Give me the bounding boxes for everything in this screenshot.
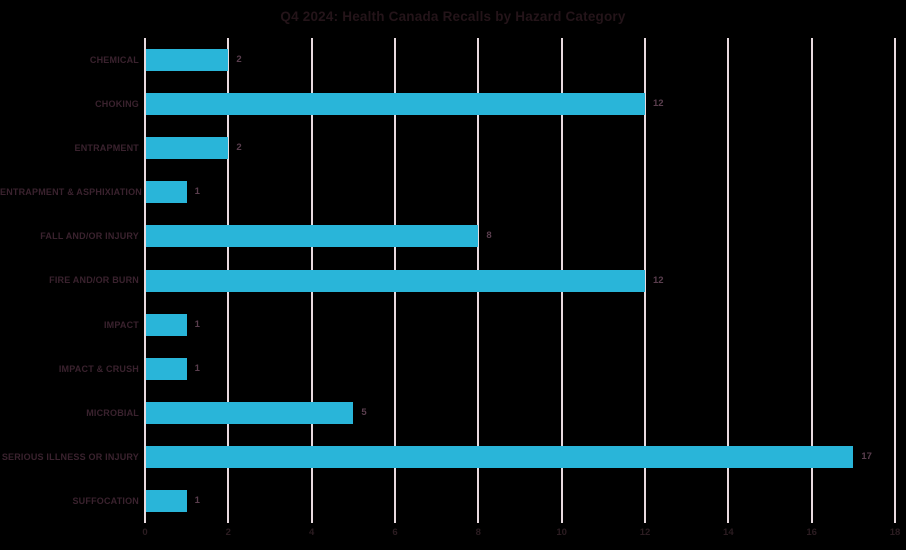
bar [146, 489, 187, 512]
bar [146, 93, 645, 116]
bar-value-label: 12 [653, 274, 664, 286]
category-label: SERIOUS ILLNESS OR INJURY [1, 451, 139, 462]
category-label: FIRE AND/OR BURN [49, 275, 139, 286]
bar [146, 137, 229, 160]
x-tick-label: 0 [142, 527, 148, 538]
category-label: CHEMICAL [89, 55, 139, 65]
bar-value-label: 1 [194, 186, 200, 198]
bar-value-label: 1 [194, 362, 200, 374]
chart-title: Q4 2024: Health Canada Recalls by Hazard… [280, 9, 626, 24]
category-label: SUFFOCATION [72, 495, 139, 506]
bar [146, 181, 187, 204]
y-axis-category-labels: CHEMICAL CHOKING ENTRAPMENT ENTRAPMENT & AS… [0, 38, 143, 523]
x-tick-label: 10 [556, 527, 567, 538]
bar-value-label: 2 [236, 142, 242, 154]
x-tick-label: 18 [889, 527, 901, 538]
bar-value-label: 2 [236, 54, 242, 66]
category-label: ENTRAPMENT [74, 143, 139, 154]
plot-area: 2 12 2 1 8 12 1 1 5 17 1 [144, 38, 896, 523]
bar-value-label: 1 [194, 494, 200, 506]
bar-value-label: 5 [361, 406, 367, 418]
gridline [894, 38, 896, 523]
gridline [810, 38, 813, 523]
bar [146, 49, 229, 72]
category-label: MICROBIAL [86, 407, 139, 418]
x-tick-label: 16 [806, 527, 817, 538]
category-label: ENTRAPMENT & ASPHIXIATION [0, 187, 143, 198]
x-axis-tick-labels: 0 2 4 6 8 10 12 14 16 18 [142, 527, 900, 543]
x-tick-label: 2 [225, 527, 231, 538]
x-tick-label: 4 [309, 527, 315, 538]
bar [146, 313, 187, 336]
gridline [727, 38, 730, 523]
category-label: IMPACT [103, 319, 139, 330]
x-tick-label: 6 [392, 527, 398, 538]
x-tick-label: 14 [723, 527, 734, 538]
gridline [644, 38, 646, 523]
category-label: IMPACT & CRUSH [58, 363, 139, 374]
bar [146, 357, 187, 380]
x-tick-label: 12 [639, 527, 651, 538]
bar-value-label: 1 [194, 318, 200, 330]
bar [146, 401, 354, 424]
category-label: CHOKING [95, 99, 139, 110]
bar-value-label: 17 [861, 450, 872, 462]
gridline [144, 38, 146, 523]
category-label: FALL AND/OR INJURY [40, 231, 139, 242]
bar [146, 445, 854, 468]
bar-value-label: 12 [653, 98, 664, 110]
bar [146, 269, 645, 292]
x-tick-label: 8 [475, 527, 481, 538]
bar-value-label: 8 [486, 230, 492, 242]
bar [146, 225, 479, 248]
